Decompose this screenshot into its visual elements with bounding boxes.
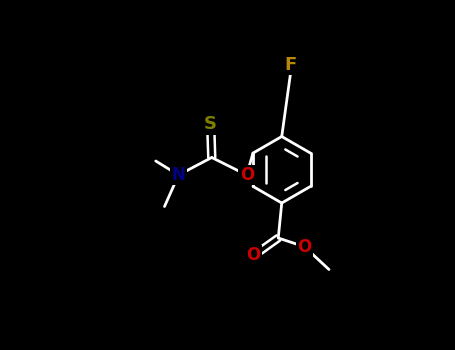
Text: S: S — [204, 115, 217, 133]
Text: O: O — [298, 238, 312, 256]
Text: O: O — [240, 166, 254, 184]
Text: N: N — [172, 166, 186, 184]
Text: F: F — [284, 56, 297, 74]
Text: O: O — [247, 246, 261, 265]
